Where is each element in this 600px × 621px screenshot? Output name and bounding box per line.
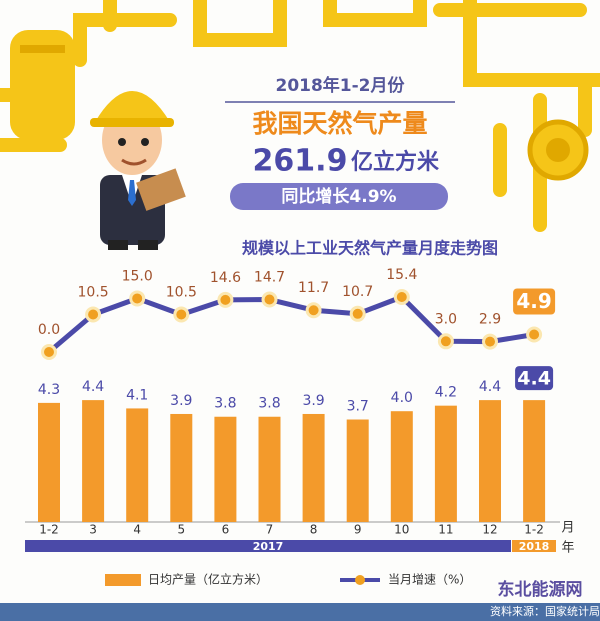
bar: [258, 416, 281, 522]
bar: [346, 419, 369, 522]
bar: [479, 400, 501, 522]
value-label: 4.1: [126, 387, 148, 403]
value-label: 11.7: [298, 280, 329, 296]
marker: [485, 336, 495, 347]
x-tick-label: 4: [133, 523, 141, 537]
x-tick-label: 1-2: [39, 523, 59, 537]
value-label: 3.7: [347, 399, 369, 415]
period: 2018年1-2月份: [275, 75, 405, 96]
value-label: 15.0: [122, 268, 153, 284]
value-label: 3.8: [258, 396, 280, 412]
legend-swatch: [105, 574, 141, 586]
marker: [396, 292, 407, 303]
marker: [264, 294, 275, 305]
value-label: 4.0: [391, 390, 413, 406]
amount: 261.9: [253, 144, 348, 179]
legend-label: 当月增速（%）: [388, 573, 471, 587]
legend-label: 日均产量（亿立方米）: [148, 572, 268, 587]
amount-unit: 亿立方米: [351, 149, 440, 175]
value-label: 4.4: [82, 379, 104, 395]
growth-pill: [230, 183, 448, 210]
marker: [176, 309, 187, 320]
value-label: 4.9: [516, 289, 551, 313]
watermark: 东北能源网: [498, 579, 583, 600]
year-band-2018: [512, 540, 556, 552]
marker: [308, 305, 319, 316]
marker: [44, 347, 54, 357]
bar: [126, 408, 149, 522]
value-label: 3.9: [302, 393, 324, 409]
marker: [529, 329, 540, 340]
chart-title: 规模以上工业天然气产量月度走势图: [242, 239, 498, 258]
x-tick-label: 8: [310, 523, 318, 537]
year-unit: 年: [561, 541, 574, 556]
legend-swatch: [355, 575, 365, 585]
value-label: 3.0: [435, 311, 457, 327]
bar: [214, 416, 237, 522]
year-band-2017: [25, 540, 511, 552]
footer-band: [0, 603, 600, 621]
marker: [352, 308, 363, 319]
value-label: 10.5: [166, 285, 197, 301]
value-label: 4.4: [517, 368, 551, 390]
bar: [38, 402, 60, 522]
value-label: 10.5: [78, 285, 109, 301]
value-label: 15.4: [386, 267, 417, 283]
highlight-box: [513, 288, 556, 315]
year-label: 2017: [253, 540, 284, 553]
x-tick-label: 11: [438, 523, 453, 537]
bar: [302, 413, 325, 522]
bar: [170, 413, 193, 522]
value-label: 4.2: [435, 385, 457, 401]
marker: [440, 336, 451, 347]
marker: [88, 309, 99, 320]
year-label: 2018: [519, 540, 550, 553]
headline: 我国天然气产量: [252, 109, 427, 138]
plot: 1-2 3 4 5 6 7 8 9 10 11 12 1-2 4.3 4.4 4.1 3.9 3.8 3.8 3.9…: [38, 267, 556, 587]
value-label: 3.8: [214, 396, 236, 412]
highlight-box: [515, 366, 554, 391]
value-label: 0.0: [38, 322, 60, 338]
valve-core: [546, 138, 570, 162]
worker: [90, 91, 186, 250]
x-tick-label: 10: [394, 523, 409, 537]
x-tick-label: 7: [266, 523, 274, 537]
value-label: 4.4: [479, 379, 501, 395]
x-tick-label: 9: [354, 523, 362, 537]
tank: [10, 30, 75, 140]
bar: [390, 411, 413, 522]
value-label: 4.3: [38, 382, 60, 398]
value-label: 14.6: [210, 270, 241, 286]
growth: 同比增长4.9%: [281, 186, 396, 207]
bar: [82, 400, 105, 522]
value-label: 3.9: [170, 393, 192, 409]
bar: [523, 400, 546, 522]
source: 资料来源：国家统计局: [490, 604, 600, 618]
bar: [434, 405, 457, 522]
x-tick-label: 1-2: [524, 523, 544, 537]
marker: [132, 293, 143, 304]
value-label: 2.9: [479, 312, 501, 328]
marker: [220, 294, 231, 305]
value-label: 14.7: [254, 270, 285, 286]
x-tick-label: 3: [89, 523, 97, 537]
x-tick-label: 12: [482, 523, 497, 537]
month-label: 月: [561, 521, 574, 536]
x-tick-label: 5: [177, 523, 185, 537]
x-tick-label: 6: [222, 523, 230, 537]
value-label: 10.7: [342, 284, 373, 300]
tank-band: [20, 45, 65, 53]
